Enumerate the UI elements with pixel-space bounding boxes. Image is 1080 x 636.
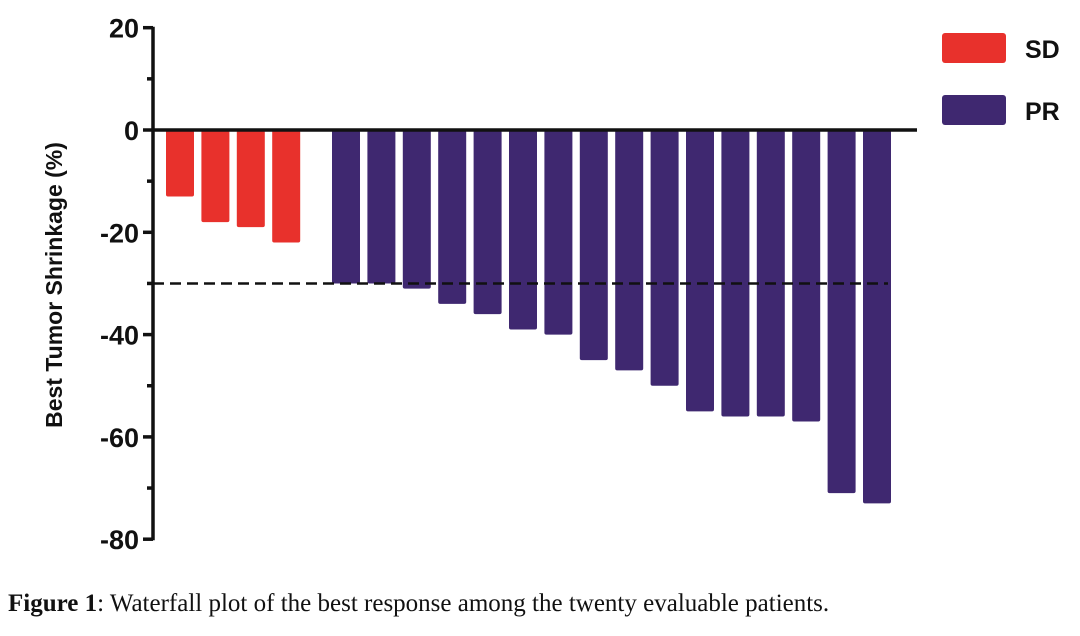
bar-pr-15	[827, 130, 856, 494]
bar-pr-6	[509, 130, 537, 330]
legend-swatch-sd	[942, 33, 1006, 63]
bar-pr-5	[473, 130, 502, 315]
legend-label-sd: SD	[1025, 36, 1060, 64]
legend-swatch-pr	[942, 95, 1006, 125]
y-tick-label: -20	[100, 218, 139, 248]
y-tick-label: -80	[100, 525, 139, 555]
bar-sd-1	[166, 130, 194, 197]
y-axis-label: Best Tumor Shrinkage (%)	[41, 142, 67, 428]
y-tick-label: 0	[124, 116, 139, 146]
bar-pr-11	[686, 130, 714, 412]
bar-pr-10	[650, 130, 679, 386]
caption-label: Figure 1	[8, 590, 98, 617]
bar-pr-4	[438, 130, 467, 304]
bar-pr-14	[792, 130, 821, 422]
bar-pr-13	[756, 130, 785, 417]
waterfall-chart: 20 0 -20 -40 -60 -80 Best Tumor Shrinkage (%) S…	[41, 14, 1060, 556]
bar-pr-3	[402, 130, 431, 289]
bar-pr-12	[721, 130, 750, 417]
bar-pr-16	[863, 130, 891, 504]
y-tick-label: 20	[109, 14, 139, 44]
y-tick-label: -40	[100, 321, 139, 351]
bar-sd-3	[236, 130, 265, 228]
y-tick-label: -60	[100, 423, 139, 453]
legend-label-pr: PR	[1025, 98, 1060, 126]
bar-pr-8	[579, 130, 608, 361]
figure-caption: Figure 1: Waterfall plot of the best res…	[8, 590, 829, 618]
caption-text: : Waterfall plot of the best response am…	[97, 590, 830, 617]
bar-pr-7	[544, 130, 573, 335]
bar-pr-1	[332, 130, 360, 284]
bar-sd-4	[272, 130, 301, 243]
bar-pr-2	[367, 130, 396, 284]
bar-sd-2	[201, 130, 230, 223]
bar-pr-9	[615, 130, 644, 371]
